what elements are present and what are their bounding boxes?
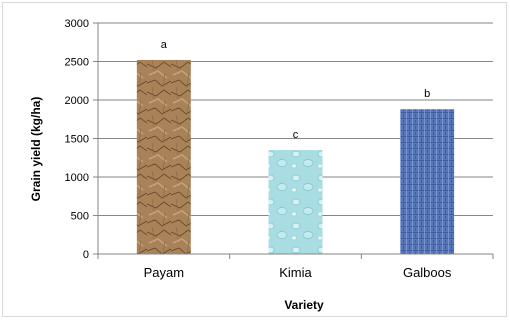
y-tick-label: 1000 [65, 172, 89, 184]
x-category-label: Payam [144, 265, 184, 280]
bar-series [136, 59, 455, 255]
chart-labels: 0 500 1000 1500 2000 2500 3000 Payam a Kimia c Galb… [65, 18, 452, 280]
y-tick-label: 1500 [65, 134, 89, 146]
axes [93, 22, 494, 259]
x-category-label: Galboos [403, 265, 452, 280]
bar-payam [136, 59, 191, 255]
y-axis-title: Grain yield (kg/ha) [29, 97, 43, 202]
y-tick-label: 3000 [65, 18, 89, 30]
bar-galboos [400, 109, 455, 255]
x-axis-title: Variety [284, 298, 324, 312]
chart-frame: 0 500 1000 1500 2000 2500 3000 Payam a Kimia c Galb… [2, 2, 507, 317]
data-label: c [293, 129, 299, 141]
x-category-label: Kimia [279, 265, 312, 280]
y-tick-label: 500 [71, 211, 89, 223]
y-tick-label: 0 [83, 249, 89, 261]
data-label: a [161, 39, 168, 51]
y-tick-label: 2500 [65, 57, 89, 69]
bar-kimia [268, 150, 323, 254]
data-label: b [424, 88, 430, 100]
bar-chart: 0 500 1000 1500 2000 2500 3000 Payam a Kimia c Galb… [29, 18, 494, 312]
y-tick-label: 2000 [65, 95, 89, 107]
